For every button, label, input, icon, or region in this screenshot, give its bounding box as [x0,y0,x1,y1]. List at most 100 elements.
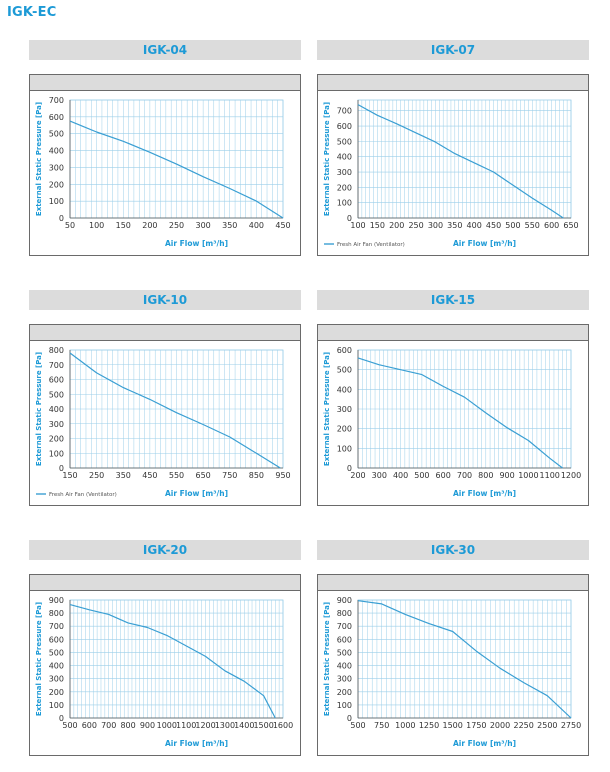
line-chart-igk-10: 150 250 350 450 550 650 750 850 950 0 100 200 300 400… [35,346,291,498]
y-tick-label: 0 [59,464,64,473]
x-tick-label: 350 [222,221,237,230]
line-chart-igk-20: 500 600 700 800 900 1000 1100 1200 1300 1400 1500 1… [35,596,293,748]
chart-header-bar [30,325,300,341]
chart-frame: 50 100 150 200 250 300 350 400 450 0 100 200 300 400 5… [29,74,301,256]
y-axis-label: External Static Pressure [Pa] [35,352,43,466]
x-tick-label: 100 [89,221,104,230]
chart-panel-igk-30: IGK-30 500 750 1000 1250 1500 1750 2000 2250 250… [317,540,589,756]
y-tick-label: 800 [49,346,64,355]
x-tick-label: 250 [408,221,423,230]
x-tick-label: 500 [505,221,520,230]
y-axis-label: External Static Pressure [Pa] [323,102,331,216]
series-line [357,104,564,219]
chart-header-bar [318,75,588,91]
y-tick-label: 400 [337,385,352,394]
x-axis-label: Air Flow [m³/h] [453,739,516,748]
x-tick-label: 650 [195,471,210,480]
legend-entry: Fresh Air Fan (Ventilator) [49,492,117,498]
x-axis-label: Air Flow [m³/h] [165,239,228,248]
x-tick-label: 300 [372,471,387,480]
x-tick-label: 50 [65,221,75,230]
x-tick-label: 550 [525,221,540,230]
x-tick-label: 400 [467,221,482,230]
x-tick-label: 450 [486,221,501,230]
y-axis-label: External Static Pressure [Pa] [323,602,331,716]
chart-frame: 500 750 1000 1250 1500 1750 2000 2250 2500 2750 0 1… [317,574,589,756]
y-tick-label: 700 [337,622,352,631]
x-tick-label: 850 [249,471,264,480]
x-tick-label: 350 [447,221,462,230]
x-tick-label: 1200 [195,721,215,730]
y-tick-label: 100 [49,197,64,206]
x-tick-label: 300 [428,221,443,230]
y-tick-label: 500 [337,366,352,375]
x-tick-label: 800 [478,471,493,480]
y-tick-label: 600 [49,113,64,122]
x-tick-label: 100 [350,221,365,230]
y-tick-label: 400 [49,405,64,414]
plot-area [69,599,284,719]
y-tick-label: 700 [337,107,352,116]
x-tick-label: 250 [169,221,184,230]
x-tick-label: 700 [457,471,472,480]
y-tick-label: 300 [337,675,352,684]
y-tick-label: 600 [337,346,352,355]
x-tick-label: 500 [62,721,77,730]
x-tick-label: 1300 [215,721,235,730]
y-tick-label: 400 [49,147,64,156]
x-tick-label: 650 [563,221,578,230]
x-axis-label: Air Flow [m³/h] [165,739,228,748]
x-tick-label: 1400 [234,721,254,730]
x-axis-label: Air Flow [m³/h] [453,239,516,248]
y-tick-label: 100 [337,701,352,710]
x-tick-label: 200 [142,221,157,230]
y-tick-label: 600 [49,635,64,644]
line-chart-igk-07: 100 150 200 250 300 350 400 450 500 550 600 6500100… [323,99,579,248]
y-tick-label: 200 [49,435,64,444]
x-tick-label: 600 [82,721,97,730]
y-tick-label: 700 [49,622,64,631]
y-tick-label: 200 [49,688,64,697]
y-tick-label: 400 [337,153,352,162]
y-tick-label: 100 [49,701,64,710]
chart-header-bar [30,575,300,591]
chart-frame: 100 150 200 250 300 350 400 450 500 550 600 650 0 100… [317,74,589,256]
x-tick-label: 300 [195,221,210,230]
x-tick-label: 550 [169,471,184,480]
x-tick-label: 150 [62,471,77,480]
chart-frame: 150 250 350 450 550 650 750 850 950 0 100 200 300 400… [29,324,301,506]
page-title: IGK-EC [7,5,57,20]
x-tick-label: 1100 [540,471,560,480]
y-tick-label: 300 [49,675,64,684]
chart-title: IGK-07 [317,40,589,60]
x-tick-label: 1000 [518,471,538,480]
chart-header-bar [318,575,588,591]
x-tick-label: 200 [350,471,365,480]
line-chart-igk-04: 50 100 150 200 250 300 350 400 450 0 100 200 300 400 5… [35,96,291,248]
y-tick-label: 800 [49,609,64,618]
x-axis-label: Air Flow [m³/h] [453,489,516,498]
chart-header-bar [30,75,300,91]
y-tick-label: 200 [337,183,352,192]
x-tick-label: 400 [249,221,264,230]
x-tick-label: 750 [222,471,237,480]
x-tick-label: 150 [116,221,131,230]
chart-title: IGK-20 [29,540,301,560]
x-tick-label: 2500 [537,721,557,730]
x-tick-label: 500 [350,721,365,730]
x-tick-label: 400 [393,471,408,480]
y-axis-label: External Static Pressure [Pa] [35,102,43,216]
chart-panel-igk-15: IGK-15 200 300 400 500 600 700 800 900 1000 1100 1… [317,290,589,506]
line-chart-igk-30: 500 750 1000 1250 1500 1750 2000 2250 2500 2750 0 1… [323,596,581,748]
y-tick-label: 0 [347,464,352,473]
x-tick-label: 250 [89,471,104,480]
x-tick-label: 1500 [253,721,273,730]
x-tick-label: 350 [116,471,131,480]
x-tick-label: 900 [499,471,514,480]
series-line [69,120,284,219]
series-line [357,357,563,469]
y-tick-label: 700 [49,361,64,370]
y-tick-label: 500 [337,648,352,657]
y-tick-label: 900 [49,596,64,605]
y-tick-label: 100 [337,444,352,453]
